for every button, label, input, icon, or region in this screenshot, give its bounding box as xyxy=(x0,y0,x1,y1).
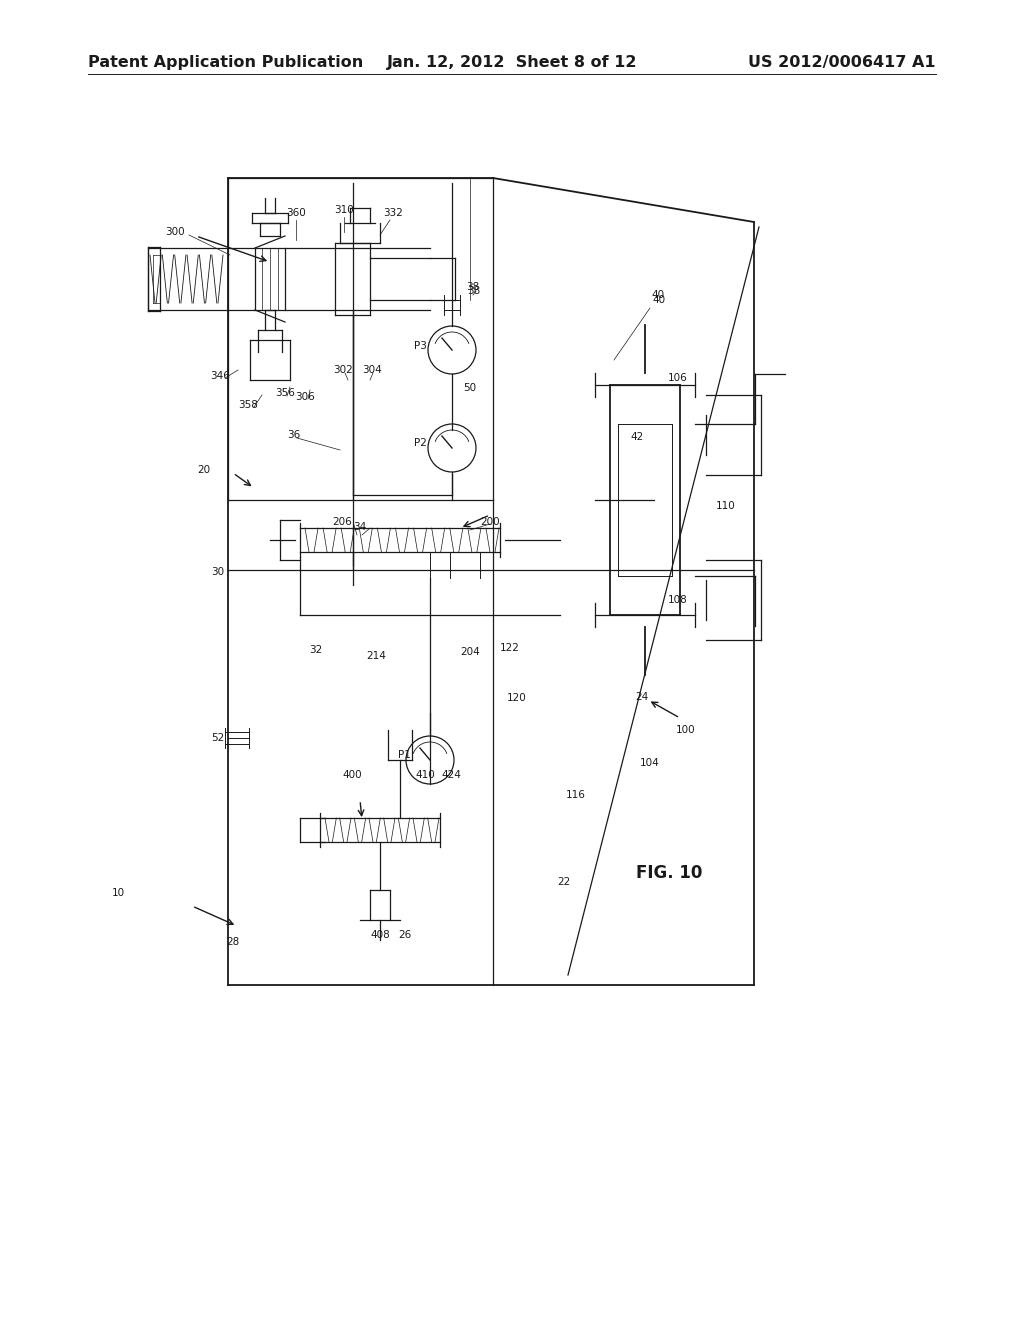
Text: Patent Application Publication: Patent Application Publication xyxy=(88,54,364,70)
Text: 206: 206 xyxy=(332,517,352,527)
Text: 116: 116 xyxy=(566,789,586,800)
Text: FIG. 10: FIG. 10 xyxy=(636,865,702,882)
Text: 36: 36 xyxy=(288,430,301,440)
Text: 38: 38 xyxy=(466,282,479,292)
Text: P2: P2 xyxy=(414,438,426,447)
Text: Jan. 12, 2012  Sheet 8 of 12: Jan. 12, 2012 Sheet 8 of 12 xyxy=(387,54,637,70)
Circle shape xyxy=(406,737,454,784)
Text: 204: 204 xyxy=(460,647,480,657)
Text: 20: 20 xyxy=(198,465,211,475)
Text: P1: P1 xyxy=(397,750,411,760)
Text: 358: 358 xyxy=(238,400,258,411)
Text: 400: 400 xyxy=(342,770,361,780)
Text: 300: 300 xyxy=(165,227,184,238)
Circle shape xyxy=(428,326,476,374)
Text: 10: 10 xyxy=(112,888,125,898)
Text: 302: 302 xyxy=(333,366,353,375)
Text: 24: 24 xyxy=(635,692,648,702)
Text: 356: 356 xyxy=(275,388,295,399)
Text: 108: 108 xyxy=(668,595,688,605)
Text: 214: 214 xyxy=(366,651,386,661)
Text: 332: 332 xyxy=(383,209,402,218)
Text: 120: 120 xyxy=(507,693,527,704)
Text: 408: 408 xyxy=(370,931,390,940)
Text: 42: 42 xyxy=(631,432,644,442)
Text: 22: 22 xyxy=(557,876,570,887)
Text: 360: 360 xyxy=(286,209,306,218)
Text: 346: 346 xyxy=(210,371,230,381)
Text: 306: 306 xyxy=(295,392,314,403)
Text: US 2012/0006417 A1: US 2012/0006417 A1 xyxy=(749,54,936,70)
Text: 106: 106 xyxy=(668,374,688,383)
Text: 38: 38 xyxy=(467,286,480,296)
Text: 28: 28 xyxy=(226,937,240,946)
Text: 200: 200 xyxy=(480,517,500,527)
Text: 310: 310 xyxy=(334,205,354,215)
Circle shape xyxy=(428,424,476,473)
Text: 50: 50 xyxy=(464,383,476,393)
Text: 52: 52 xyxy=(211,733,224,743)
Text: 40: 40 xyxy=(652,294,666,305)
Text: 100: 100 xyxy=(676,725,696,735)
Text: 304: 304 xyxy=(362,366,382,375)
Text: P3: P3 xyxy=(414,341,426,351)
Text: 30: 30 xyxy=(211,568,224,577)
Text: 26: 26 xyxy=(398,931,412,940)
Text: 40: 40 xyxy=(651,290,665,300)
Text: 424: 424 xyxy=(441,770,461,780)
Text: 122: 122 xyxy=(500,643,520,653)
Text: 410: 410 xyxy=(415,770,435,780)
Text: 34: 34 xyxy=(353,521,367,532)
Text: 32: 32 xyxy=(309,645,323,655)
Text: 104: 104 xyxy=(640,758,659,768)
Text: 110: 110 xyxy=(716,502,736,511)
